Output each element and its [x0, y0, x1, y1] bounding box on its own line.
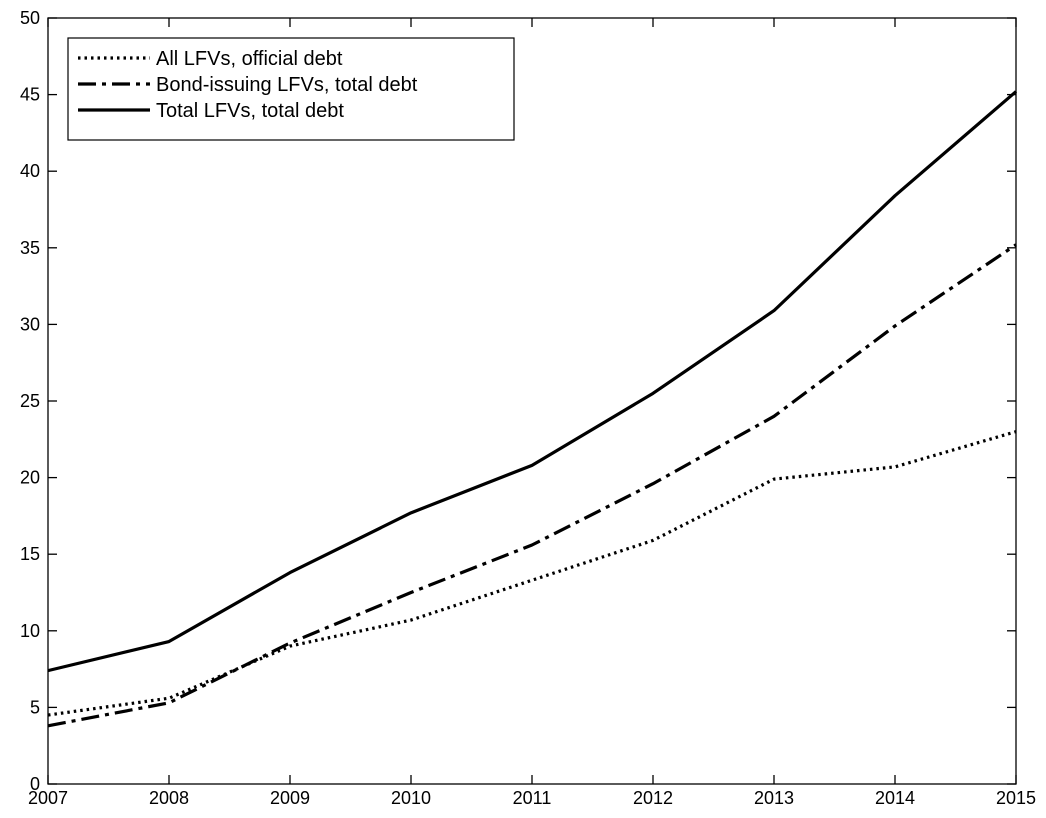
y-tick-label: 35 [20, 238, 40, 258]
legend-label-1: All LFVs, official debt [156, 48, 343, 70]
legend-box [67, 37, 515, 141]
y-tick-label: 50 [20, 8, 40, 28]
x-tick-label: 2012 [633, 788, 673, 808]
y-tick-label: 0 [30, 774, 40, 794]
x-tick-label: 2007 [28, 788, 68, 808]
x-tick-label: 2011 [513, 788, 552, 808]
x-tick-label: 2009 [270, 788, 310, 808]
x-tick-label: 2010 [391, 788, 431, 808]
y-tick-label: 25 [20, 391, 40, 411]
x-tick-label: 2014 [875, 788, 915, 808]
y-tick-label: 30 [20, 314, 40, 334]
series-line-3 [47, 90, 1018, 673]
y-tick-label: 45 [20, 85, 40, 105]
y-tick-label: 10 [20, 621, 40, 641]
legend: All LFVs, official debt Bond-issuing LFVs… [67, 37, 515, 141]
legend-label-2: Bond-issuing LFVs, total debt [156, 74, 418, 96]
legend-label-3: Total LFVs, total debt [156, 100, 344, 122]
y-tick-label: 15 [20, 544, 40, 564]
series-line-1 [47, 430, 1017, 717]
x-tick-label: 2013 [754, 788, 794, 808]
y-tick-label: 20 [20, 468, 40, 488]
x-tick-label: 2015 [996, 788, 1036, 808]
y-tick-label: 5 [30, 697, 40, 717]
axes: 0 5 10 15 20 25 30 35 40 45 50 2007 2008 2009 2010 2011… [20, 8, 1036, 808]
series-line-2 [47, 243, 1017, 728]
y-tick-label: 40 [20, 161, 40, 181]
plot-area [47, 90, 1018, 728]
x-tick-label: 2008 [149, 788, 189, 808]
